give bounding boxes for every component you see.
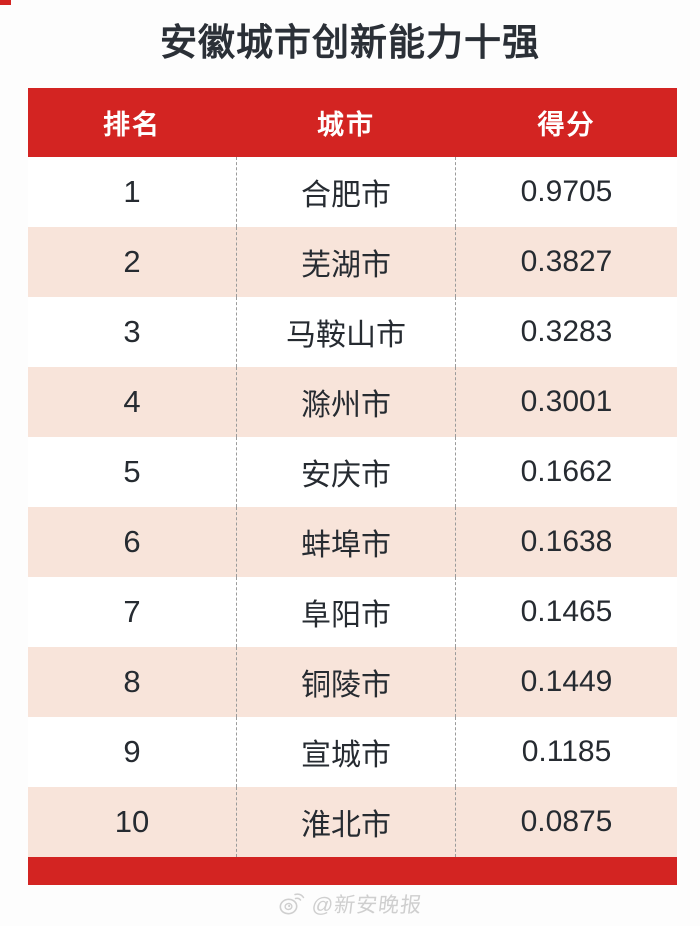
corner-crop-mark xyxy=(0,0,11,5)
score-cell: 0.1449 xyxy=(520,665,613,698)
rank-cell: 9 xyxy=(123,734,141,769)
city-cell: 宣城市 xyxy=(236,717,456,787)
table-row: 5 安庆市 0.1662 xyxy=(28,437,677,507)
table-row: 2 芜湖市 0.3827 xyxy=(28,227,677,297)
header-cell-rank: 排名 xyxy=(103,110,161,140)
rank-cell: 5 xyxy=(123,454,141,489)
watermark: @新安晚报 xyxy=(0,889,700,919)
rank-cell: 7 xyxy=(123,594,141,629)
city-cell: 合肥市 xyxy=(236,157,456,227)
table-row: 7 阜阳市 0.1465 xyxy=(28,577,677,647)
table-row: 9 宣城市 0.1185 xyxy=(28,717,677,787)
table-row: 6 蚌埠市 0.1638 xyxy=(28,507,677,577)
header-cell-city: 城市 xyxy=(317,110,375,140)
city-cell: 安庆市 xyxy=(236,437,456,507)
table-row: 10 淮北市 0.0875 xyxy=(28,787,677,857)
score-cell: 0.1638 xyxy=(520,525,613,558)
score-cell: 0.3283 xyxy=(520,315,613,348)
city-cell: 马鞍山市 xyxy=(236,297,456,367)
city-cell: 铜陵市 xyxy=(236,647,456,717)
city-cell: 芜湖市 xyxy=(236,227,456,297)
score-cell: 0.1465 xyxy=(520,595,613,628)
city-cell: 淮北市 xyxy=(236,787,456,857)
score-cell: 0.1185 xyxy=(521,735,612,768)
rank-cell: 6 xyxy=(123,524,141,559)
city-cell: 阜阳市 xyxy=(236,577,456,647)
rank-cell: 3 xyxy=(123,314,141,349)
table-row: 8 铜陵市 0.1449 xyxy=(28,647,677,717)
rank-cell: 1 xyxy=(123,174,141,209)
score-cell: 0.3001 xyxy=(520,385,613,418)
score-cell: 0.9705 xyxy=(520,175,613,208)
score-cell: 0.0875 xyxy=(520,805,613,838)
rank-cell: 2 xyxy=(123,244,141,279)
header-cell-score: 得分 xyxy=(537,110,596,140)
table-footer-bar xyxy=(28,857,677,885)
rank-cell: 10 xyxy=(114,804,150,839)
score-cell: 0.1662 xyxy=(520,455,613,488)
rank-cell: 8 xyxy=(123,664,141,699)
score-cell: 0.3827 xyxy=(520,245,613,278)
page-title: 安徽城市创新能力十强 xyxy=(160,22,540,63)
ranking-table: 排名 城市 得分 1 合肥市 0.9705 2 芜湖市 0.3827 3 马鞍山… xyxy=(28,88,677,885)
table-row: 3 马鞍山市 0.3283 xyxy=(28,297,677,367)
table-row: 4 滁州市 0.3001 xyxy=(28,367,677,437)
city-cell: 滁州市 xyxy=(236,367,456,437)
city-cell: 蚌埠市 xyxy=(236,507,456,577)
rank-cell: 4 xyxy=(123,384,141,419)
table-row: 1 合肥市 0.9705 xyxy=(28,157,677,227)
weibo-icon xyxy=(278,892,305,916)
table-header-row: 排名 城市 得分 xyxy=(28,88,677,157)
watermark-text: @新安晚报 xyxy=(310,894,424,917)
